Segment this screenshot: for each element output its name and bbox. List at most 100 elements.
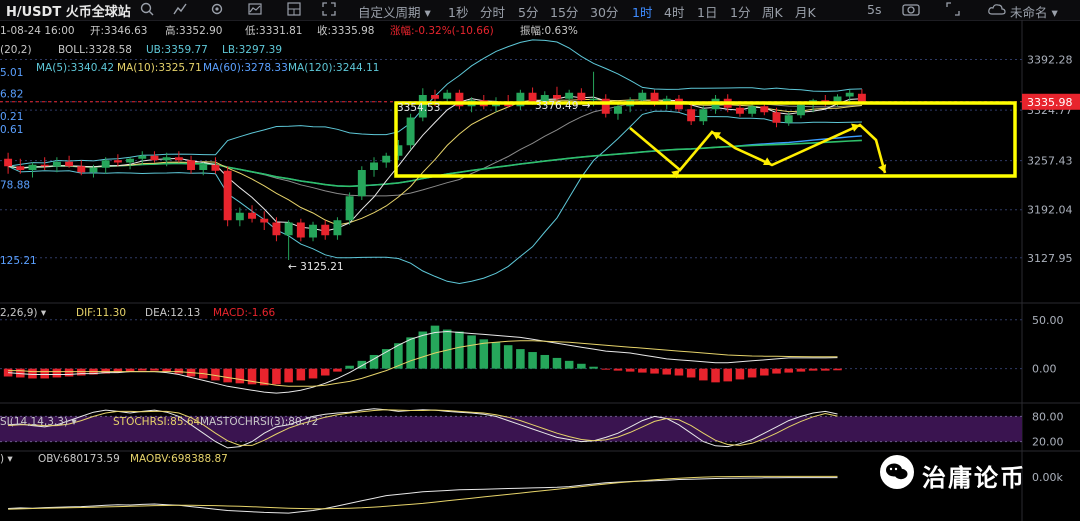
candle-body bbox=[284, 222, 293, 236]
interval-3[interactable]: 15分 bbox=[550, 5, 579, 20]
layout-icon[interactable] bbox=[287, 2, 301, 16]
refresh-rate[interactable]: 5s bbox=[867, 2, 882, 17]
candle-body bbox=[174, 157, 183, 161]
macd-bar bbox=[650, 368, 659, 374]
chart-style-icon[interactable] bbox=[248, 2, 262, 16]
candle-body bbox=[699, 109, 708, 122]
interval-2[interactable]: 5分 bbox=[518, 5, 539, 20]
interval-6[interactable]: 4时 bbox=[664, 5, 685, 20]
consolidation-box bbox=[394, 101, 1017, 178]
symbol-title[interactable]: H/USDT 火币全球站 bbox=[6, 5, 131, 20]
macd-bar bbox=[284, 368, 293, 383]
interval-8[interactable]: 1分 bbox=[730, 5, 751, 20]
macd-bar bbox=[211, 368, 220, 381]
ohlc-field-0: 1-08-24 16:00 bbox=[0, 25, 75, 37]
macd-bar bbox=[430, 325, 440, 369]
candle-body bbox=[187, 160, 196, 170]
interval-9[interactable]: 周K bbox=[762, 5, 783, 20]
macd-bar bbox=[772, 368, 781, 374]
interval-1[interactable]: 分时 bbox=[480, 5, 506, 20]
obv-field-2: MAOBV:698388.87 bbox=[130, 453, 228, 465]
left-axis-label-1: 6.82 bbox=[0, 89, 23, 101]
candle-body bbox=[199, 164, 208, 170]
macd-bar bbox=[296, 368, 306, 381]
macd-dea-line bbox=[8, 340, 838, 387]
macd-bar bbox=[528, 352, 537, 369]
macd-bar bbox=[406, 337, 415, 369]
macd-bar bbox=[711, 368, 720, 383]
interval-7[interactable]: 1日 bbox=[697, 5, 718, 20]
chevron-down-icon: ▾ bbox=[424, 5, 431, 20]
candle-body bbox=[613, 106, 622, 114]
ma10-line bbox=[8, 98, 862, 226]
ohlc-field-6: 振幅:0.63% bbox=[520, 24, 578, 37]
macd-bar bbox=[833, 368, 842, 371]
candle-body bbox=[345, 196, 354, 221]
peak-annotation: 3376.49 → bbox=[535, 100, 591, 112]
candle-body bbox=[296, 222, 305, 238]
stoch-field-1: STOCHRSI:85.64 bbox=[113, 416, 201, 428]
candle-body bbox=[553, 95, 561, 99]
custom-period-dropdown[interactable]: 自定义周期 ▾ bbox=[358, 2, 431, 21]
candle-body bbox=[65, 161, 74, 167]
search-icon[interactable] bbox=[140, 2, 154, 16]
left-axis-label-4: 78.88 bbox=[0, 179, 30, 191]
macd-bar bbox=[601, 368, 611, 370]
interval-10[interactable]: 月K bbox=[795, 5, 816, 20]
macd-bar bbox=[821, 368, 830, 371]
candle-body bbox=[211, 164, 220, 171]
candle-body bbox=[406, 117, 415, 146]
expand-icon[interactable] bbox=[946, 2, 960, 16]
candle-body bbox=[333, 220, 342, 236]
indicator-icon[interactable] bbox=[173, 2, 187, 16]
cloud-icon[interactable] bbox=[988, 2, 1006, 16]
macd-bar bbox=[552, 357, 562, 369]
watermark-name: 治庸论币 bbox=[922, 464, 1026, 492]
stochrsi-band bbox=[0, 416, 1022, 442]
macd-bar bbox=[247, 368, 257, 385]
candle-body bbox=[28, 164, 37, 170]
gear-icon[interactable] bbox=[210, 2, 224, 16]
wechat-logo-icon bbox=[880, 455, 914, 489]
macd-bar bbox=[723, 368, 733, 382]
interval-4[interactable]: 30分 bbox=[590, 5, 619, 20]
macd-bar bbox=[564, 360, 574, 369]
boll-lower-band bbox=[7, 110, 862, 285]
macd-bar bbox=[259, 368, 269, 386]
interval-0[interactable]: 1秒 bbox=[448, 5, 469, 20]
price-tick-5: 3127.95 bbox=[1027, 252, 1073, 265]
macd-field-1: DIF:11.30 bbox=[76, 307, 126, 319]
boll-field-3: LB:3297.39 bbox=[222, 44, 282, 56]
candle-body bbox=[833, 96, 842, 103]
left-axis-label-0: 5.01 bbox=[0, 67, 23, 79]
candle-body bbox=[784, 115, 793, 123]
macd-bar bbox=[625, 368, 635, 372]
macd-bar bbox=[638, 368, 647, 373]
left-axis-label-3: 0.61 bbox=[0, 124, 23, 136]
obv-field-1: OBV:680173.59 bbox=[38, 453, 120, 465]
macd-bar bbox=[418, 331, 428, 369]
candle-body bbox=[126, 158, 135, 163]
kline-chart[interactable]: 3392.283324.773257.433192.043127.955.016… bbox=[0, 20, 1080, 521]
macd-bar bbox=[235, 368, 245, 384]
candle-body bbox=[260, 218, 269, 223]
stoch-field-2: MASTOCHRSI(3):80.72 bbox=[200, 416, 318, 428]
camera-icon[interactable] bbox=[902, 2, 920, 16]
macd-bar bbox=[613, 368, 623, 371]
macd-bar bbox=[394, 343, 403, 369]
candle-body bbox=[760, 106, 769, 113]
macd-field-3: MACD:-1.66 bbox=[213, 307, 275, 319]
macd-bar bbox=[381, 349, 391, 369]
cloud-save-label[interactable]: 未命名 ▾ bbox=[1010, 2, 1058, 21]
macd-bar bbox=[796, 368, 806, 372]
macd-bar bbox=[735, 368, 745, 380]
macd-bar bbox=[223, 368, 232, 383]
candle-body bbox=[577, 92, 586, 101]
left-axis-label-2: 0.21 bbox=[0, 111, 23, 123]
boll-field-1: BOLL:3328.58 bbox=[58, 44, 132, 56]
macd-field-2: DEA:12.13 bbox=[145, 307, 200, 319]
arrow-head-3 bbox=[851, 123, 860, 132]
interval-5[interactable]: 1时 bbox=[632, 5, 653, 20]
ohlc-field-3: 低:3331.81 bbox=[245, 24, 302, 37]
fullscreen-icon[interactable] bbox=[322, 2, 336, 16]
